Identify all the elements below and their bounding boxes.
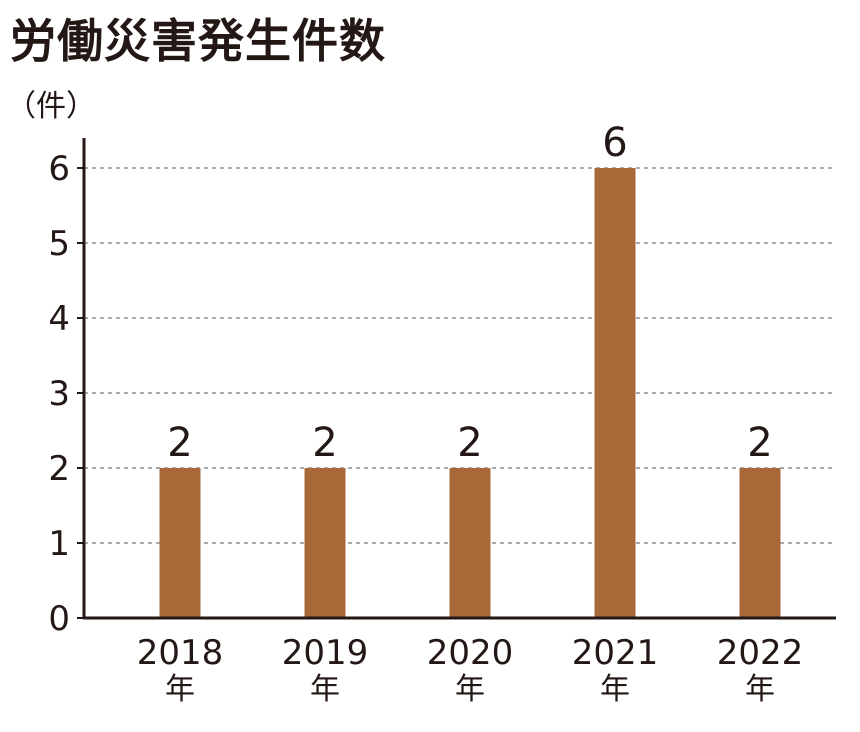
bar <box>449 468 491 618</box>
y-tick-label: 4 <box>48 299 70 339</box>
bar <box>304 468 346 618</box>
data-label: 2 <box>312 420 337 466</box>
x-tick-label-suffix: 年 <box>310 672 340 707</box>
x-tick-label-suffix: 年 <box>455 672 485 707</box>
bar <box>594 168 636 618</box>
data-label: 2 <box>457 420 482 466</box>
x-tick-label: 2020 年 <box>427 633 514 707</box>
x-tick-label: 2019 年 <box>282 633 369 707</box>
y-tick-label: 3 <box>48 374 70 414</box>
x-tick-label-year: 2022 <box>717 633 804 673</box>
x-tick-label-suffix: 年 <box>745 672 775 707</box>
x-tick-label-year: 2018 <box>137 633 224 673</box>
chart-title: 労働災害発生件数 <box>10 14 386 68</box>
y-tick-label: 5 <box>48 224 70 264</box>
x-tick-label-suffix: 年 <box>600 672 630 707</box>
x-tick-label-suffix: 年 <box>165 672 195 707</box>
y-tick-label: 6 <box>48 149 70 189</box>
x-tick-label: 2021 年 <box>572 633 659 707</box>
data-label: 6 <box>602 120 627 166</box>
x-tick-label: 2022 年 <box>717 633 804 707</box>
y-tick-label: 0 <box>48 599 70 639</box>
axes <box>77 138 836 620</box>
bar <box>159 468 201 618</box>
bar <box>739 468 781 618</box>
y-tick-label: 1 <box>48 524 70 564</box>
x-tick-label-year: 2019 <box>282 633 369 673</box>
y-tick-label: 2 <box>48 449 70 489</box>
bars <box>159 168 781 618</box>
x-tick-label-year: 2021 <box>572 633 659 673</box>
x-tick-label-year: 2020 <box>427 633 514 673</box>
data-label: 2 <box>167 420 192 466</box>
data-label: 2 <box>747 420 772 466</box>
y-axis-unit-label: （件） <box>6 89 96 124</box>
x-tick-label: 2018 年 <box>137 633 224 707</box>
